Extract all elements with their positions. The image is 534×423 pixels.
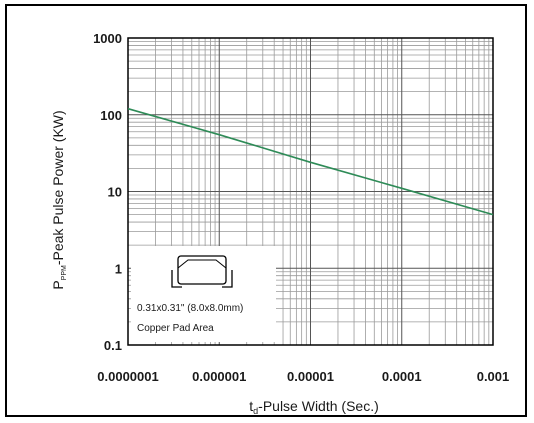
- y-tick-label: 1000: [93, 31, 122, 46]
- x-tick-label: 0.001: [477, 369, 510, 384]
- series-line: [127, 107, 494, 216]
- y-axis-title-sub: PPM: [61, 265, 68, 280]
- y-tick-label: 10: [108, 185, 122, 200]
- x-tick-label: 0.0000001: [97, 369, 158, 384]
- copper-pad-inset: 0.31x0.31" (8.0x8.0mm) Copper Pad Area: [131, 246, 276, 342]
- y-tick-label: 0.1: [104, 338, 122, 353]
- x-tick-label: 0.0001: [382, 369, 422, 384]
- left-lead: [171, 270, 182, 288]
- smd-package-icon: [171, 255, 233, 288]
- inset-pad-size-label: 0.31x0.31" (8.0x8.0mm): [137, 303, 243, 314]
- y-tick-labels: 1000 100 10 1 0.1: [93, 31, 122, 353]
- inset-pad-area-label: Copper Pad Area: [137, 323, 214, 334]
- y-tick-label: 1: [115, 261, 122, 276]
- x-axis-title: td-Pulse Width (Sec.): [249, 398, 379, 416]
- chart-frame: [5, 4, 527, 417]
- package-outline: [177, 255, 227, 285]
- x-tick-labels: 0.0000001 0.000001 0.00001 0.0001 0.001: [97, 369, 509, 384]
- right-lead: [222, 270, 233, 288]
- y-tick-label: 100: [100, 108, 122, 123]
- x-axis-title-sub: d: [253, 406, 258, 416]
- x-axis-title-main: t: [249, 398, 253, 414]
- x-tick-label: 0.00001: [287, 369, 334, 384]
- y-axis-title-main: P: [50, 280, 66, 289]
- x-tick-label: 0.000001: [192, 369, 246, 384]
- package-top-bevel: [177, 259, 227, 269]
- x-axis-title-rest: -Pulse Width (Sec.): [258, 398, 379, 414]
- y-axis-title-rest: -Peak Pulse Power (KW): [50, 110, 66, 265]
- plot-border: [127, 37, 494, 346]
- y-axis-title: PPPM-Peak Pulse Power (KW): [50, 110, 68, 289]
